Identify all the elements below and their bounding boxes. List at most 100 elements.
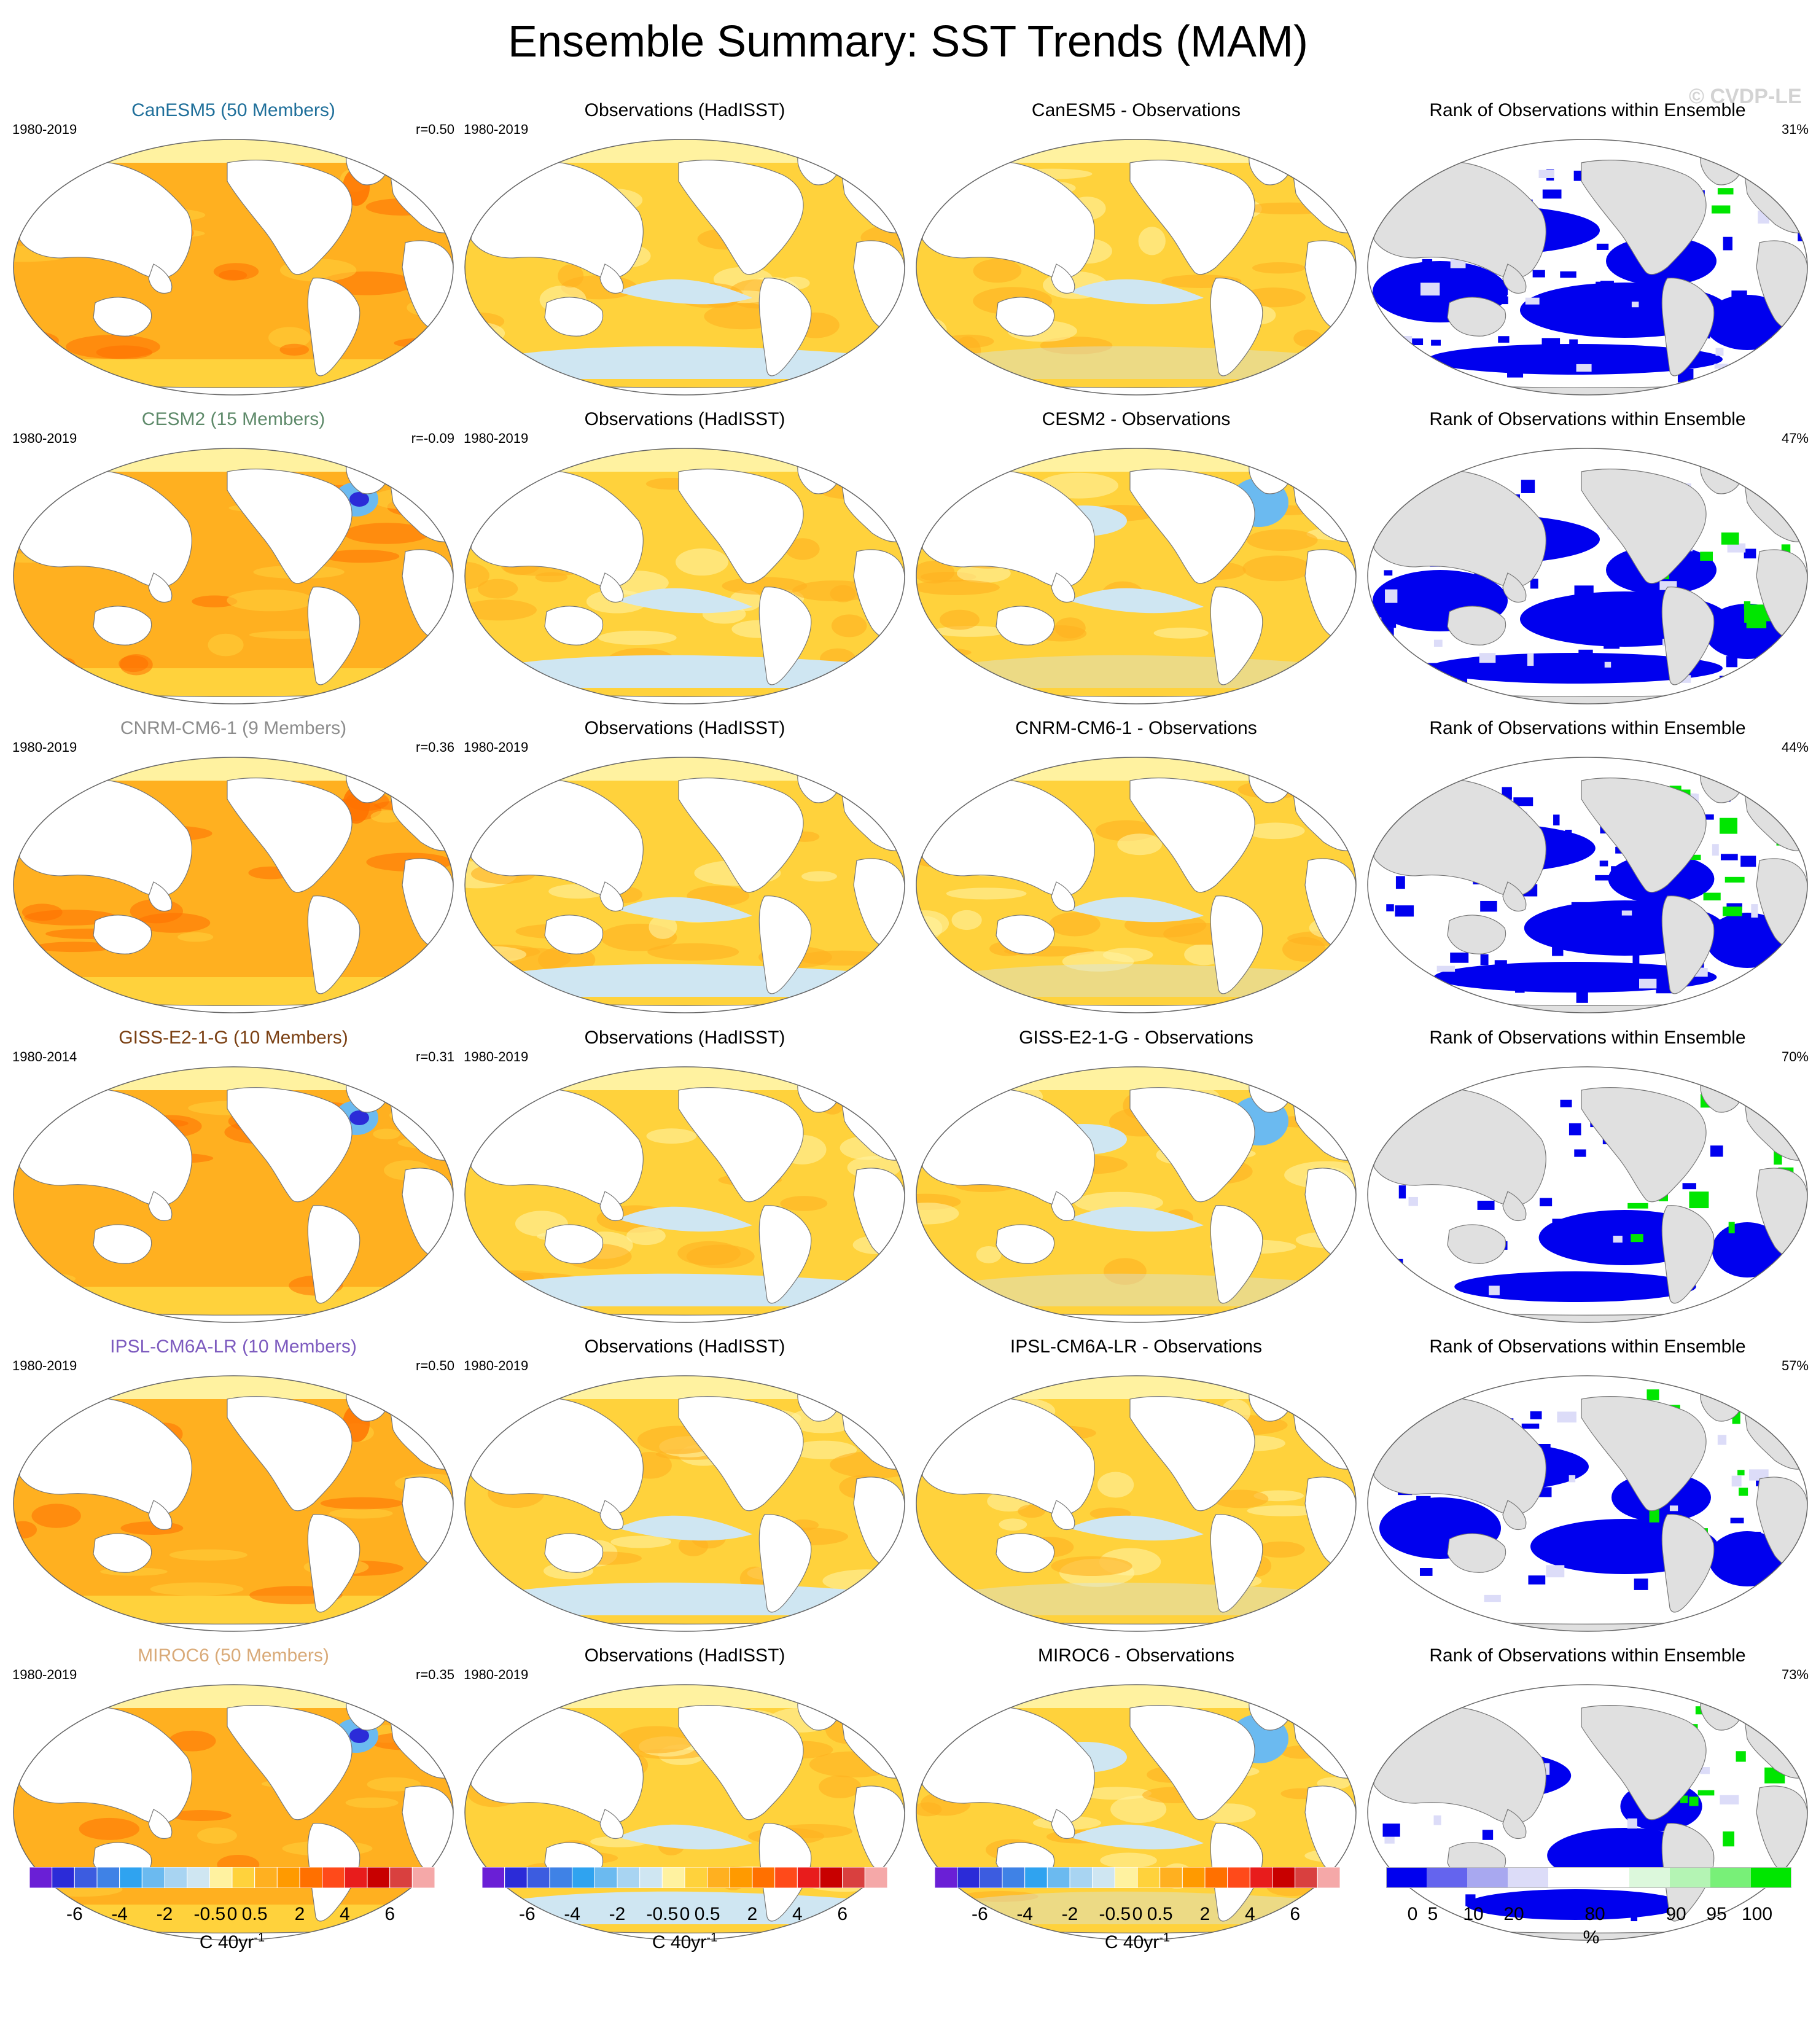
colorbar-tick-label: 4 bbox=[792, 1904, 803, 1924]
colorbar-swatch bbox=[684, 1867, 708, 1888]
panel-miroc6-obs: Observations (HadISST) 1980-2019 bbox=[458, 1644, 912, 1951]
colorbar-swatch bbox=[1046, 1867, 1070, 1888]
panel-title: Observations (HadISST) bbox=[584, 1028, 785, 1048]
panel-cesm2-obs: Observations (HadISST) 1980-2019 bbox=[458, 407, 912, 714]
landmass-asia bbox=[922, 469, 1095, 588]
rank-map bbox=[1367, 1066, 1808, 1323]
landmass-seasia bbox=[1051, 881, 1075, 911]
landmass-australia bbox=[544, 297, 604, 337]
pattern-correlation: r=-0.09 bbox=[411, 431, 454, 446]
landmass-samerica bbox=[1661, 895, 1715, 994]
panel-title: Observations (HadISST) bbox=[584, 1336, 785, 1357]
panel-title: MIROC6 - Observations bbox=[1037, 1645, 1235, 1666]
landmass-australia bbox=[544, 1533, 604, 1573]
panel-cnrm-cm6-1-diff: CNRM-CM6-1 - Observations bbox=[909, 716, 1363, 1023]
trend-colorbar-obs-swatches bbox=[482, 1867, 887, 1888]
colorbar-tick-label: 0 bbox=[1132, 1904, 1143, 1924]
colorbar-tick-label: 2 bbox=[1199, 1904, 1210, 1924]
pattern-correlation: r=0.35 bbox=[416, 1667, 454, 1682]
rank-map bbox=[1367, 1684, 1808, 1941]
colorbar-tick-label: -4 bbox=[111, 1904, 128, 1924]
rank-percent: 44% bbox=[1781, 739, 1809, 755]
panel-canesm5-rank: Rank of Observations within Ensemble 31% bbox=[1360, 98, 1815, 405]
colorbar-tick-label: -0.5 bbox=[646, 1904, 679, 1924]
landmass-samerica bbox=[758, 278, 812, 376]
diff-map bbox=[916, 139, 1357, 396]
landmass-seasia bbox=[1051, 1500, 1075, 1530]
rank-percent: 57% bbox=[1781, 1358, 1809, 1373]
colorbar-tick-label: 6 bbox=[384, 1904, 395, 1924]
landmass-asia bbox=[19, 1705, 192, 1824]
colorbar-swatch bbox=[639, 1867, 663, 1888]
colorbar-tick-label: 0 bbox=[227, 1904, 238, 1924]
colorbar-swatch bbox=[322, 1867, 345, 1888]
landmass-seasia bbox=[599, 1500, 624, 1530]
panel-title: MIROC6 (50 Members) bbox=[138, 1645, 329, 1666]
landmass-seasia bbox=[1502, 1809, 1527, 1839]
landmass-namerica bbox=[1129, 1087, 1255, 1203]
colorbar-unit: C 40yr-1 bbox=[200, 1927, 265, 1953]
landmass-australia bbox=[996, 1224, 1055, 1264]
pattern-correlation: r=0.31 bbox=[416, 1049, 454, 1064]
model-map bbox=[13, 139, 454, 396]
colorbar-swatch bbox=[526, 1867, 550, 1888]
trend-colorbar-model: -6 -4 -2 -0.5 0 0.5 2 4 6 C 40yr-1 bbox=[29, 1867, 435, 1952]
panel-ipsl-cm6a-lr-rank: Rank of Observations within Ensemble 57% bbox=[1360, 1335, 1815, 1642]
colorbar-swatch bbox=[367, 1867, 391, 1888]
colorbar-swatch bbox=[1467, 1867, 1508, 1888]
colorbar-swatch bbox=[74, 1867, 98, 1888]
landmass-seasia bbox=[148, 881, 173, 911]
landmass-seasia bbox=[1051, 572, 1075, 603]
landmass-namerica bbox=[227, 1087, 353, 1203]
rank-map bbox=[1367, 757, 1808, 1013]
colorbar-swatch bbox=[1069, 1867, 1093, 1888]
obs-map bbox=[464, 448, 905, 704]
panel-cnrm-cm6-1-rank: Rank of Observations within Ensemble 44% bbox=[1360, 716, 1815, 1023]
colorbar-swatch bbox=[254, 1867, 278, 1888]
landmass-australia bbox=[996, 915, 1055, 954]
diff-map bbox=[916, 757, 1357, 1013]
colorbar-swatch bbox=[594, 1867, 618, 1888]
landmass-namerica bbox=[1129, 1396, 1255, 1512]
colorbar-swatch bbox=[52, 1867, 75, 1888]
landmass-namerica bbox=[678, 778, 804, 893]
colorbar-tick-label: 4 bbox=[1244, 1904, 1255, 1924]
landmass-namerica bbox=[1581, 778, 1707, 893]
unit-text: C 40yr bbox=[1104, 1932, 1159, 1952]
panel-giss-e2-1-g-model: GISS-E2-1-G (10 Members) 1980-2014 r=0.31 bbox=[6, 1026, 461, 1333]
model-map bbox=[13, 448, 454, 704]
landmass-namerica bbox=[1129, 469, 1255, 584]
landmass-seasia bbox=[148, 1809, 173, 1839]
landmass-samerica bbox=[1210, 587, 1263, 685]
panel-miroc6-model: MIROC6 (50 Members) 1980-2019 r=0.35 bbox=[6, 1644, 461, 1951]
landmass-australia bbox=[544, 1224, 604, 1264]
colorbar-swatch bbox=[299, 1867, 323, 1888]
period-label: 1980-2014 bbox=[12, 1049, 77, 1064]
landmass-australia bbox=[93, 297, 152, 337]
colorbar-swatch bbox=[1272, 1867, 1296, 1888]
model-map bbox=[13, 1066, 454, 1323]
landmass-australia bbox=[93, 1224, 152, 1264]
unit-exponent: -1 bbox=[1159, 1931, 1171, 1945]
landmass-samerica bbox=[1210, 1514, 1263, 1613]
landmass-seasia bbox=[1051, 263, 1075, 294]
colorbar-tick-label: 2 bbox=[747, 1904, 758, 1924]
colorbar-swatch bbox=[661, 1867, 685, 1888]
colorbar-swatch bbox=[617, 1867, 641, 1888]
landmass-seasia bbox=[1502, 881, 1527, 911]
colorbar-unit: C 40yr-1 bbox=[1105, 1927, 1170, 1953]
obs-map bbox=[464, 139, 905, 396]
figure-title: Ensemble Summary: SST Trends (MAM) bbox=[508, 17, 1308, 66]
obs-map bbox=[464, 1066, 905, 1323]
unit-text: C 40yr bbox=[199, 1932, 254, 1952]
pattern-correlation: r=0.36 bbox=[416, 739, 454, 755]
period-label: 1980-2019 bbox=[464, 431, 529, 446]
trend-colorbar-model-swatches bbox=[29, 1867, 435, 1888]
colorbar-swatch bbox=[1295, 1867, 1318, 1888]
landmass-australia bbox=[1447, 1533, 1506, 1573]
colorbar-tick-label: -2 bbox=[609, 1904, 626, 1924]
rank-percent: 31% bbox=[1781, 122, 1809, 137]
rank-map bbox=[1367, 139, 1808, 396]
colorbar-swatch bbox=[1629, 1867, 1670, 1888]
landmass-seasia bbox=[599, 1191, 624, 1221]
